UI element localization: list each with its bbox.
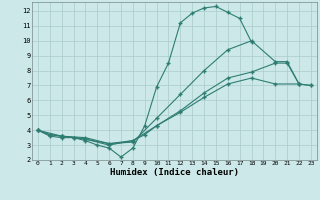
X-axis label: Humidex (Indice chaleur): Humidex (Indice chaleur) — [110, 168, 239, 177]
